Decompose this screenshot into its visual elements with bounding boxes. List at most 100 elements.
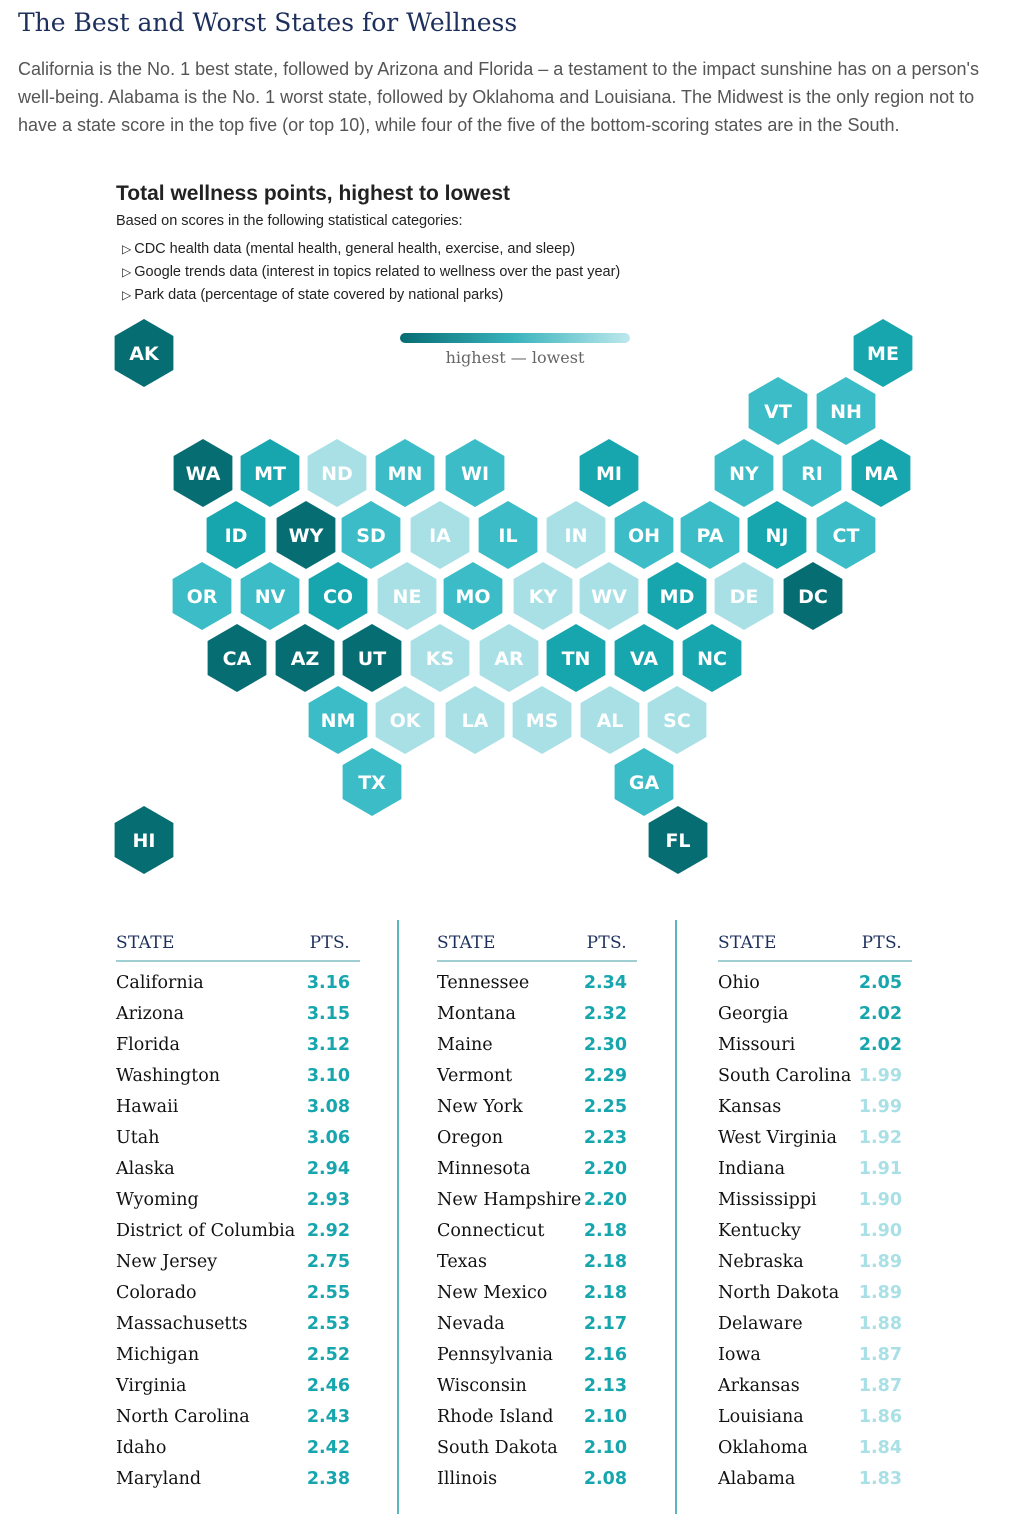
hex-label: ID (225, 525, 248, 547)
hex-tile (341, 501, 401, 569)
table-rows: Tennessee 2.34 Montana 2.32 Maine 2.30 Vermont… (437, 962, 637, 1489)
hex-state-nm: NM (308, 686, 368, 754)
hex-tile (114, 806, 174, 874)
state-points: 3.08 (306, 1097, 350, 1117)
criteria-item: ▷ Park data (percentage of state covered … (122, 284, 620, 307)
hex-state-sc: SC (647, 686, 707, 754)
hex-state-id: ID (206, 501, 266, 569)
hex-state-mt: MT (240, 439, 300, 507)
state-points: 1.87 (858, 1376, 902, 1396)
state-name: District of Columbia (116, 1221, 296, 1241)
hex-label: MO (455, 586, 490, 608)
hex-state-ri: RI (782, 439, 842, 507)
table-row: District of Columbia 2.92 (116, 1210, 360, 1241)
hex-label: TX (358, 772, 386, 794)
table-row: Kentucky 1.90 (718, 1210, 912, 1241)
hex-tile (377, 562, 437, 630)
hex-state-va: VA (614, 624, 674, 692)
points-header: PTS. (309, 933, 350, 953)
state-points: 2.17 (583, 1314, 627, 1334)
table-row: West Virginia 1.92 (718, 1117, 912, 1148)
hex-tile (614, 624, 674, 692)
hex-state-nc: NC (682, 624, 742, 692)
hex-tile (275, 624, 335, 692)
hex-label: DC (798, 586, 828, 608)
state-name: Nevada (437, 1314, 505, 1334)
hex-tile (276, 501, 336, 569)
criteria-item: ▷ CDC health data (mental health, general… (122, 238, 620, 261)
hex-label: OH (628, 525, 660, 547)
state-name: Hawaii (116, 1097, 179, 1117)
hex-label: AZ (291, 648, 319, 670)
hex-state-nv: NV (240, 562, 300, 630)
hex-state-ne: NE (377, 562, 437, 630)
state-points: 2.29 (583, 1066, 627, 1086)
table-row: Mississippi 1.90 (718, 1179, 912, 1210)
table-row: Nebraska 1.89 (718, 1241, 912, 1272)
hex-label: MS (526, 710, 559, 732)
hex-tile (546, 501, 606, 569)
hex-label: NM (321, 710, 356, 732)
state-points: 2.18 (583, 1252, 627, 1272)
hex-label: NE (393, 586, 422, 608)
state-points: 1.86 (858, 1407, 902, 1427)
hex-state-hi: HI (114, 806, 174, 874)
hex-label: MN (388, 463, 423, 485)
hex-state-wv: WV (579, 562, 639, 630)
hex-label: RI (801, 463, 823, 485)
state-name: California (116, 973, 204, 993)
table-row: Montana 2.32 (437, 993, 637, 1024)
ranking-table-col-2: STATE PTS. Tennessee 2.34 Montana 2.32 Maine… (437, 930, 637, 1489)
table-row: South Carolina 1.99 (718, 1055, 912, 1086)
table-row: Maine 2.30 (437, 1024, 637, 1055)
state-name: Florida (116, 1035, 180, 1055)
table-row: North Carolina 2.43 (116, 1396, 360, 1427)
hex-tile (546, 624, 606, 692)
hex-tile (342, 748, 402, 816)
criteria-item: ▷ Google trends data (interest in topics … (122, 261, 620, 284)
state-points: 2.18 (583, 1221, 627, 1241)
hex-label: WA (186, 463, 221, 485)
hex-label: WY (289, 525, 324, 547)
hex-tile (816, 501, 876, 569)
state-name: Wisconsin (437, 1376, 527, 1396)
state-name: Idaho (116, 1438, 167, 1458)
state-name: Colorado (116, 1283, 197, 1303)
hex-tile (680, 501, 740, 569)
table-row: Washington 3.10 (116, 1055, 360, 1086)
hex-tile (478, 501, 538, 569)
state-points: 2.55 (306, 1283, 350, 1303)
hex-label: ME (867, 343, 899, 365)
table-row: Oregon 2.23 (437, 1117, 637, 1148)
table-row: New Jersey 2.75 (116, 1241, 360, 1272)
state-name: Vermont (437, 1066, 513, 1086)
table-row: Georgia 2.02 (718, 993, 912, 1024)
hex-tile (410, 501, 470, 569)
table-row: Alabama 1.83 (718, 1458, 912, 1489)
hex-label: KS (426, 648, 454, 670)
table-row: Pennsylvania 2.16 (437, 1334, 637, 1365)
state-name: Utah (116, 1128, 160, 1148)
triangle-right-icon: ▷ (122, 265, 132, 279)
state-points: 1.90 (858, 1221, 902, 1241)
table-header: STATE PTS. (718, 930, 912, 962)
hex-label: NV (255, 586, 286, 608)
hex-tile (375, 439, 435, 507)
hex-state-la: LA (445, 686, 505, 754)
hex-state-ky: KY (513, 562, 573, 630)
state-points: 2.18 (583, 1283, 627, 1303)
state-points: 2.20 (583, 1190, 627, 1210)
state-name: North Dakota (718, 1283, 840, 1303)
ranking-table-col-1: STATE PTS. California 3.16 Arizona 3.15 Flor… (116, 930, 360, 1489)
state-points: 1.99 (858, 1066, 902, 1086)
state-points: 2.75 (306, 1252, 350, 1272)
ranking-table-col-3: STATE PTS. Ohio 2.05 Georgia 2.02 Missouri 2.… (718, 930, 912, 1489)
hex-tile (207, 624, 267, 692)
hex-label: ND (321, 463, 353, 485)
state-points: 2.94 (306, 1159, 350, 1179)
hex-tile (682, 624, 742, 692)
criteria-list: ▷ CDC health data (mental health, general… (122, 238, 620, 307)
table-row: Missouri 2.02 (718, 1024, 912, 1055)
hex-state-wi: WI (445, 439, 505, 507)
hex-tile (748, 377, 808, 445)
